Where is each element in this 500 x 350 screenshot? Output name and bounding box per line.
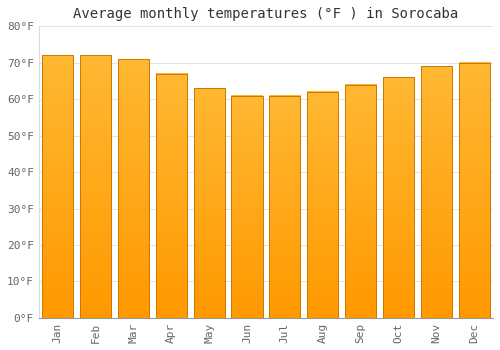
Title: Average monthly temperatures (°F ) in Sorocaba: Average monthly temperatures (°F ) in So… — [74, 7, 458, 21]
Bar — [270, 96, 300, 318]
Bar — [383, 77, 414, 318]
Bar — [458, 63, 490, 318]
Bar — [156, 74, 187, 318]
Bar — [421, 66, 452, 318]
Bar — [118, 59, 149, 318]
Bar — [345, 85, 376, 318]
Bar — [307, 92, 338, 318]
Bar — [232, 96, 262, 318]
Bar — [194, 88, 224, 318]
Bar — [42, 55, 74, 318]
Bar — [80, 55, 111, 318]
